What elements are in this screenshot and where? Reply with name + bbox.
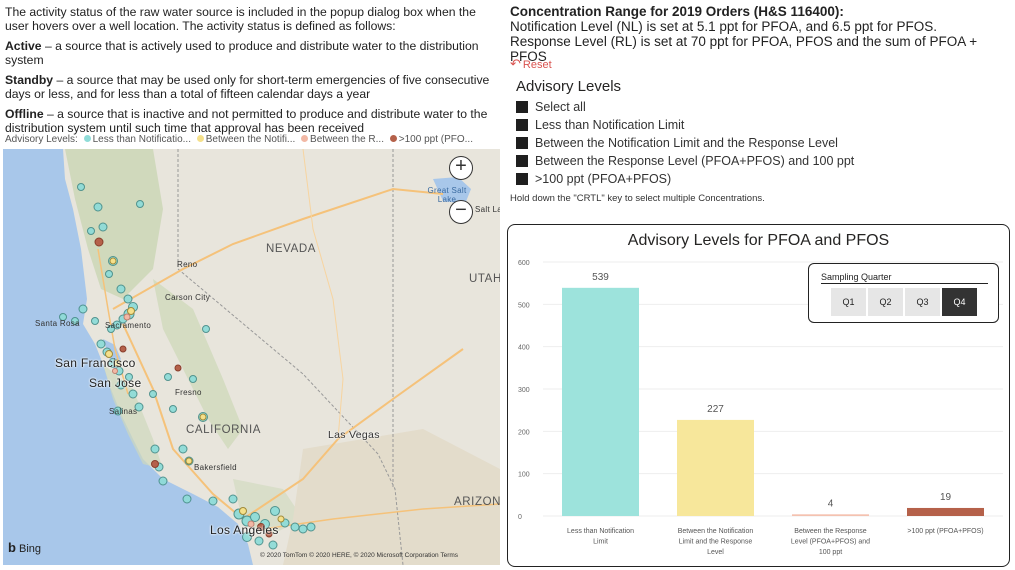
map-legend: Advisory Levels: Less than Notificatio..… [5, 134, 500, 145]
y-tick-label: 100 [518, 472, 530, 479]
category-label: Level [707, 549, 724, 556]
bing-b-icon: b [8, 540, 16, 555]
map-terms-link[interactable]: Terms [440, 552, 459, 559]
map-label-arizona: ARIZONA [454, 496, 500, 508]
active-definition: Active – a source that is actively used … [5, 39, 479, 67]
map-label-sacramento: Sacramento [105, 321, 152, 330]
checkbox-checked-icon[interactable] [516, 173, 528, 185]
map-legend-item-over-100[interactable]: >100 ppt (PFO... [389, 134, 473, 145]
bar-value-label: 539 [592, 272, 609, 283]
slicer-item-less-than-nl[interactable]: Less than Notification Limit [516, 116, 1006, 134]
checkbox-checked-icon[interactable] [516, 101, 528, 113]
slicer-item-between-rl-100[interactable]: Between the Response Level (PFOA+PFOS) a… [516, 152, 1006, 170]
map-label-salinas: Salinas [109, 407, 138, 416]
bar-value-label: 227 [707, 404, 724, 415]
map-label-salt-lake: Salt Lak [475, 205, 500, 214]
bar-value-label: 4 [828, 498, 834, 509]
map-label-great-salt-lake: Great Salt Lake [427, 186, 467, 204]
advisory-levels-chart: 0 100 200 300 400 500 600 539 Less than Notifica… [507, 224, 1010, 567]
chart-title: Advisory Levels for PFOA and PFOS [627, 232, 890, 249]
y-tick-label: 0 [518, 514, 522, 521]
category-label: Limit and the Response [679, 539, 753, 546]
map-label-los-angeles: Los Angeles [210, 523, 279, 537]
sampling-quarter-slicer: Sampling Quarter Q1 Q2 Q3 Q4 [808, 263, 999, 323]
legend-dot-icon [301, 135, 309, 142]
map-label-san-jose: San Jose [89, 376, 142, 390]
map-label-bakersfield: Bakersfield [194, 463, 237, 472]
y-tick-label: 300 [518, 387, 530, 394]
category-label: >100 ppt (PFOA+PFOS) [907, 528, 983, 535]
bar-value-label: 19 [940, 492, 952, 503]
checkbox-checked-icon[interactable] [516, 119, 528, 131]
response-level-text: Response Level (RL) is set at 70 ppt for… [510, 34, 978, 64]
concentration-title: Concentration Range for 2019 Orders (H&S… [510, 4, 844, 19]
y-tick-label: 200 [518, 429, 530, 436]
category-label: Level (PFOA+PFOS) and [791, 539, 870, 546]
map-label-reno: Reno [177, 260, 198, 269]
category-label: Between the Notification [678, 528, 754, 535]
category-label: Limit [593, 539, 608, 546]
zoom-in-button[interactable]: + [449, 156, 473, 180]
y-tick-label: 500 [518, 302, 530, 309]
legend-dot-icon [83, 135, 91, 142]
notification-level-text: Notification Level (NL) is set at 5.1 pp… [510, 19, 937, 34]
map-legend-item-between-nl-rl[interactable]: Between the Notifi... [196, 134, 295, 145]
legend-dot-icon [389, 135, 397, 142]
map-legend-item-less-than-nl[interactable]: Less than Notificatio... [83, 134, 191, 145]
map-label-san-francisco: San Francisco [55, 356, 136, 370]
slicer-title: Advisory Levels [516, 78, 622, 95]
zoom-out-button[interactable]: − [449, 200, 473, 224]
map-basemap [3, 149, 500, 565]
slicer-item-select-all[interactable]: Select all [516, 98, 1006, 116]
map-label-carson-city: Carson City [165, 293, 211, 302]
quarter-button-q3[interactable]: Q3 [905, 288, 940, 316]
map-copyright: © 2020 TomTom © 2020 HERE, © 2020 Micros… [260, 552, 459, 559]
bar [562, 287, 639, 516]
quarter-button-q1[interactable]: Q1 [831, 288, 866, 316]
advisory-levels-slicer: Advisory Levels Select all Less than Not… [516, 78, 1006, 188]
map-label-fresno: Fresno [175, 388, 202, 397]
checkbox-checked-icon[interactable] [516, 155, 528, 167]
bing-logo: b Bing [8, 540, 42, 555]
map-label-santa-rosa: Santa Rosa [35, 319, 80, 328]
undo-icon: ↶ [510, 56, 521, 71]
y-tick-label: 600 [518, 260, 530, 267]
slicer-item-over-100[interactable]: >100 ppt (PFOA+PFOS) [516, 170, 1006, 188]
map-legend-title: Advisory Levels: [5, 134, 78, 145]
quarter-button-q4[interactable]: Q4 [942, 288, 977, 316]
map-label-nevada: NEVADA [266, 243, 317, 255]
intro-text: The activity status of the raw water sou… [5, 5, 476, 33]
concentration-range-info: Concentration Range for 2019 Orders (H&S… [510, 4, 1010, 64]
map-label-california: CALIFORNIA [186, 424, 262, 436]
reset-button[interactable]: ↶ Reset [510, 56, 552, 71]
offline-definition: Offline – a source that is inactive and … [5, 107, 488, 135]
checkbox-checked-icon[interactable] [516, 137, 528, 149]
bar [907, 507, 984, 516]
activity-status-info: The activity status of the raw water sou… [5, 5, 500, 141]
slicer-note: Hold down the "CRTL" key to select multi… [510, 193, 765, 204]
category-label: 100 ppt [819, 549, 842, 556]
category-label: Less than Notification [567, 528, 634, 535]
well-location-map[interactable]: NEVADA UTAH CALIFORNIA ARIZONA Reno Cars… [3, 149, 500, 565]
map-label-utah: UTAH [469, 273, 500, 285]
bar [792, 514, 869, 516]
quarter-button-q2[interactable]: Q2 [868, 288, 903, 316]
standby-definition: Standby – a source that may be used only… [5, 73, 490, 101]
slicer-item-between-nl-rl[interactable]: Between the Notification Limit and the R… [516, 134, 1006, 152]
category-label: Between the Response [794, 528, 866, 535]
y-tick-label: 400 [518, 345, 530, 352]
map-label-las-vegas: Las Vegas [328, 429, 380, 441]
map-legend-item-between-rl-100[interactable]: Between the R... [301, 134, 384, 145]
bar-chart-svg: 0 100 200 300 400 500 600 539 Less than Notifica… [518, 260, 1003, 556]
bar [677, 419, 754, 516]
legend-dot-icon [196, 135, 204, 142]
quarter-slicer-title: Sampling Quarter [821, 272, 988, 284]
